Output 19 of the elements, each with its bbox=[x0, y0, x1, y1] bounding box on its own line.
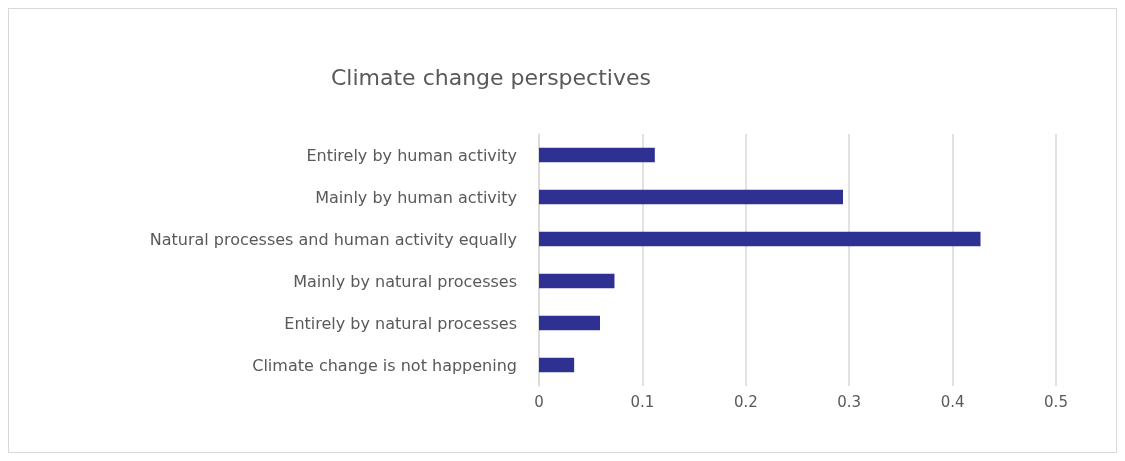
bar bbox=[539, 273, 615, 289]
bar bbox=[539, 147, 655, 163]
x-tick-label: 0.3 bbox=[837, 392, 862, 411]
bar bbox=[539, 231, 981, 247]
x-tick-label: 0.5 bbox=[1044, 392, 1068, 411]
y-tick-label: Climate change is not happening bbox=[252, 355, 517, 375]
bar bbox=[539, 189, 843, 205]
chart-title: Climate change perspectives bbox=[331, 64, 651, 90]
x-tick-label: 0 bbox=[534, 392, 544, 411]
x-tick-label: 0.2 bbox=[733, 392, 758, 411]
x-tick-label: 0.4 bbox=[940, 392, 965, 411]
y-tick-label: Entirely by natural processes bbox=[284, 313, 517, 333]
x-tick-label: 0.1 bbox=[630, 392, 655, 411]
y-tick-label: Mainly by natural processes bbox=[293, 271, 517, 291]
bar bbox=[539, 357, 575, 373]
y-tick-label: Natural processes and human activity equally bbox=[149, 229, 517, 249]
y-tick-label: Entirely by human activity bbox=[306, 145, 517, 165]
bar bbox=[539, 315, 601, 331]
y-tick-label: Mainly by human activity bbox=[315, 187, 517, 207]
